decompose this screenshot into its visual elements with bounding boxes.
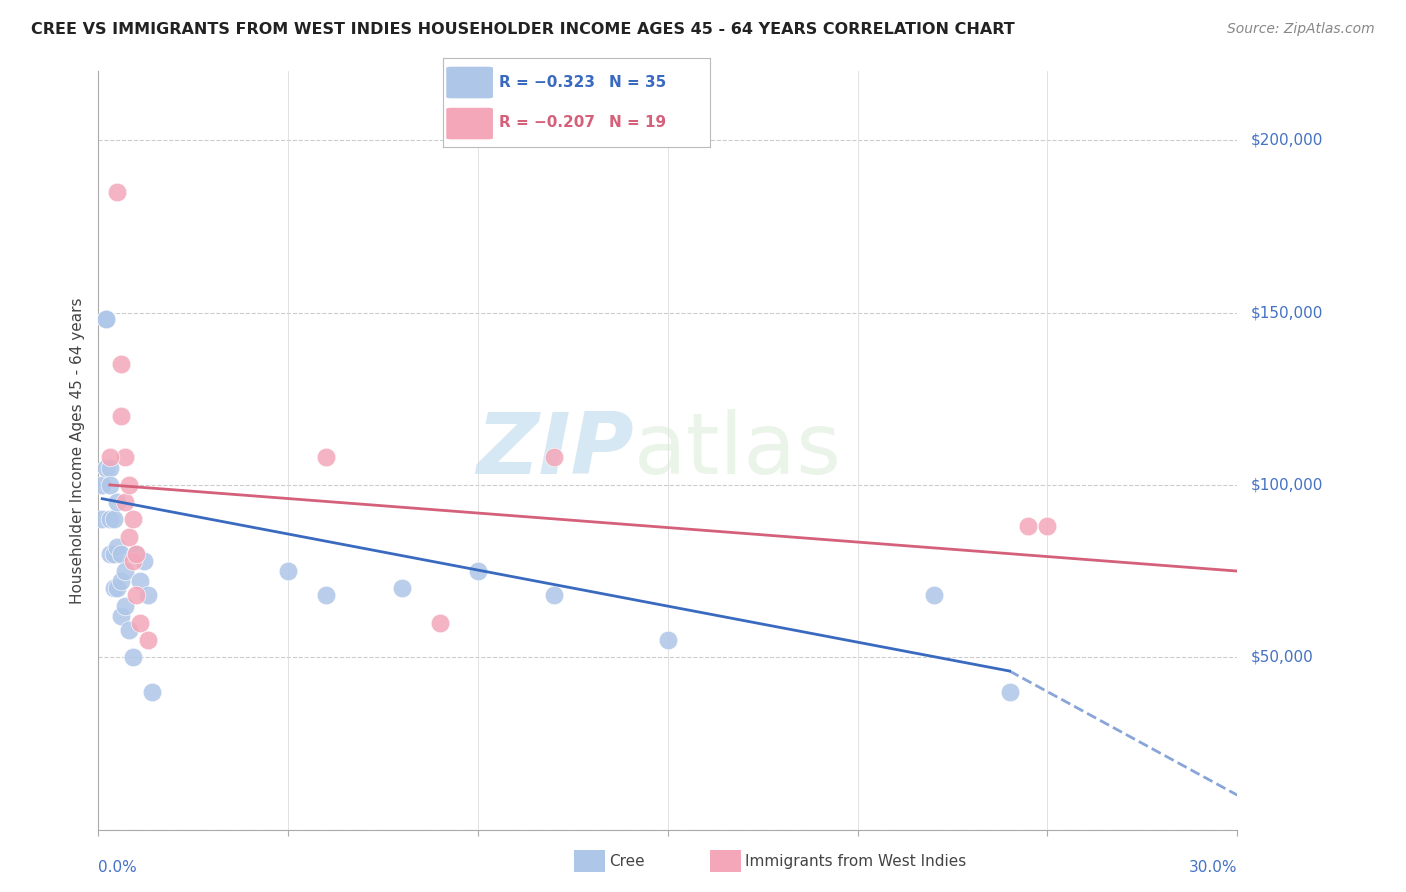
Text: atlas: atlas [634, 409, 842, 492]
Point [98, 512, 121, 526]
Point [1018, 519, 1040, 533]
Text: $200,000: $200,000 [1251, 133, 1323, 148]
Point [315, 588, 337, 602]
Point [107, 582, 129, 596]
Point [121, 650, 143, 665]
Point [98, 547, 121, 561]
FancyBboxPatch shape [446, 107, 494, 140]
Point [103, 512, 125, 526]
Point [429, 615, 451, 630]
FancyBboxPatch shape [446, 66, 494, 99]
Point [110, 608, 132, 623]
Point [103, 547, 125, 561]
Point [91, 512, 114, 526]
Point [94, 312, 117, 326]
Point [998, 684, 1021, 698]
Point [121, 512, 143, 526]
Text: $100,000: $100,000 [1251, 477, 1323, 492]
Point [543, 588, 565, 602]
Point [114, 564, 136, 578]
Point [98, 450, 121, 465]
Point [1036, 519, 1059, 533]
Text: Source: ZipAtlas.com: Source: ZipAtlas.com [1227, 22, 1375, 37]
Text: 0.0%: 0.0% [98, 860, 138, 875]
Point [110, 357, 132, 371]
Point [107, 540, 129, 554]
Point [125, 547, 148, 561]
Point [107, 185, 129, 199]
Point [110, 409, 132, 423]
Point [121, 554, 143, 568]
Point [118, 530, 141, 544]
Text: $50,000: $50,000 [1251, 649, 1315, 665]
Point [114, 599, 136, 613]
Text: ZIP: ZIP [477, 409, 634, 492]
Point [118, 623, 141, 637]
Point [132, 554, 155, 568]
Point [543, 450, 565, 465]
Point [94, 460, 117, 475]
Point [136, 588, 159, 602]
Text: Immigrants from West Indies: Immigrants from West Indies [745, 855, 966, 869]
Text: N = 35: N = 35 [609, 75, 666, 90]
Text: 30.0%: 30.0% [1189, 860, 1237, 875]
Point [129, 615, 152, 630]
Point [114, 450, 136, 465]
Point [107, 495, 129, 509]
Point [657, 633, 679, 648]
Y-axis label: Householder Income Ages 45 - 64 years: Householder Income Ages 45 - 64 years [69, 297, 84, 604]
Text: R = −0.323: R = −0.323 [499, 75, 595, 90]
Text: Cree: Cree [609, 855, 644, 869]
Point [118, 478, 141, 492]
Point [91, 478, 114, 492]
Text: CREE VS IMMIGRANTS FROM WEST INDIES HOUSEHOLDER INCOME AGES 45 - 64 YEARS CORREL: CREE VS IMMIGRANTS FROM WEST INDIES HOUS… [31, 22, 1015, 37]
Point [114, 495, 136, 509]
Point [110, 574, 132, 589]
Point [467, 564, 489, 578]
Point [94, 312, 117, 326]
Point [110, 547, 132, 561]
Point [141, 684, 163, 698]
Point [129, 574, 152, 589]
Point [125, 588, 148, 602]
Point [922, 588, 945, 602]
Text: N = 19: N = 19 [609, 115, 665, 130]
Point [98, 460, 121, 475]
Point [103, 582, 125, 596]
Point [315, 450, 337, 465]
Point [125, 547, 148, 561]
Point [391, 582, 413, 596]
Text: $150,000: $150,000 [1251, 305, 1323, 320]
Point [98, 478, 121, 492]
Text: R = −0.207: R = −0.207 [499, 115, 595, 130]
Point [136, 633, 159, 648]
Point [277, 564, 299, 578]
